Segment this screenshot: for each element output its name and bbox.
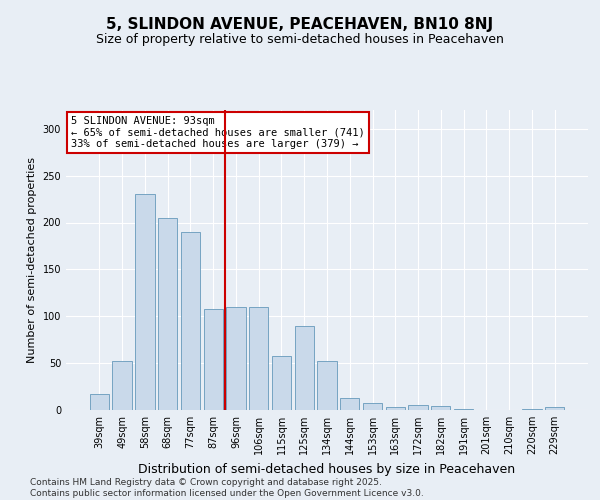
Bar [226, 307, 245, 410]
Bar [295, 326, 314, 410]
X-axis label: Distribution of semi-detached houses by size in Peacehaven: Distribution of semi-detached houses by … [139, 462, 515, 475]
Bar [203, 308, 223, 410]
Bar [409, 406, 428, 410]
Bar [545, 407, 564, 410]
Text: Size of property relative to semi-detached houses in Peacehaven: Size of property relative to semi-detach… [96, 32, 504, 46]
Text: 5, SLINDON AVENUE, PEACEHAVEN, BN10 8NJ: 5, SLINDON AVENUE, PEACEHAVEN, BN10 8NJ [106, 18, 494, 32]
Bar [112, 361, 132, 410]
Text: Contains HM Land Registry data © Crown copyright and database right 2025.
Contai: Contains HM Land Registry data © Crown c… [30, 478, 424, 498]
Bar [386, 407, 405, 410]
Bar [522, 409, 542, 410]
Bar [363, 402, 382, 410]
Bar [90, 394, 109, 410]
Bar [181, 232, 200, 410]
Bar [272, 356, 291, 410]
Y-axis label: Number of semi-detached properties: Number of semi-detached properties [27, 157, 37, 363]
Bar [249, 307, 268, 410]
Bar [454, 409, 473, 410]
Bar [431, 406, 451, 410]
Text: 5 SLINDON AVENUE: 93sqm
← 65% of semi-detached houses are smaller (741)
33% of s: 5 SLINDON AVENUE: 93sqm ← 65% of semi-de… [71, 116, 365, 149]
Bar [340, 398, 359, 410]
Bar [317, 361, 337, 410]
Bar [158, 218, 178, 410]
Bar [135, 194, 155, 410]
